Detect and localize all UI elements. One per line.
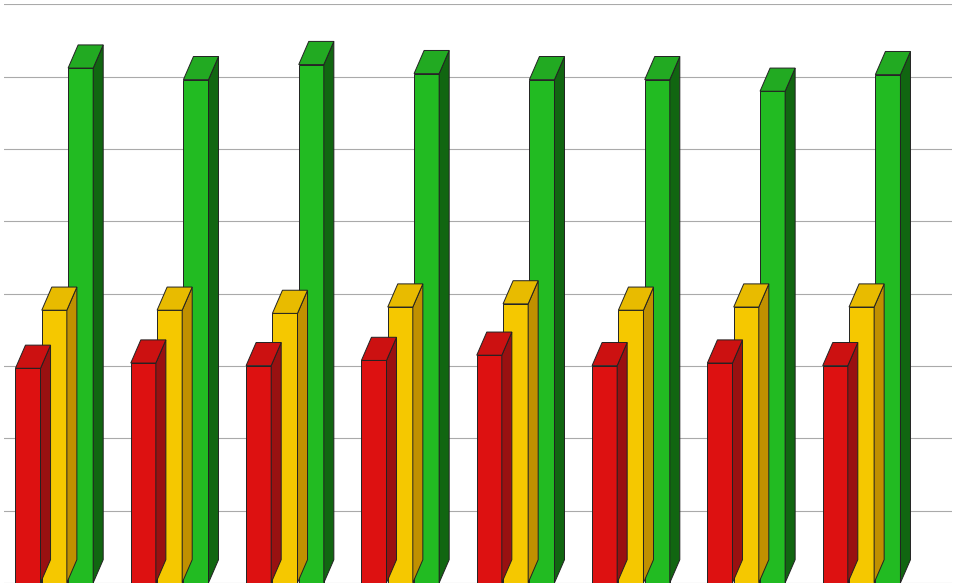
Polygon shape [388, 284, 423, 307]
Polygon shape [733, 284, 769, 307]
Polygon shape [15, 368, 40, 583]
Polygon shape [157, 287, 192, 310]
Polygon shape [876, 52, 910, 75]
Polygon shape [849, 307, 874, 583]
Polygon shape [208, 56, 219, 583]
Polygon shape [592, 342, 627, 366]
Polygon shape [298, 65, 324, 583]
Polygon shape [388, 307, 413, 583]
Polygon shape [477, 355, 502, 583]
Polygon shape [477, 332, 511, 355]
Polygon shape [42, 287, 76, 310]
Polygon shape [414, 73, 439, 583]
Polygon shape [42, 310, 67, 583]
Polygon shape [644, 56, 680, 80]
Polygon shape [874, 284, 884, 583]
Polygon shape [272, 290, 308, 313]
Polygon shape [439, 50, 449, 583]
Polygon shape [643, 287, 654, 583]
Polygon shape [361, 338, 397, 360]
Polygon shape [93, 45, 103, 583]
Polygon shape [184, 56, 219, 80]
Polygon shape [386, 338, 397, 583]
Polygon shape [670, 56, 680, 583]
Polygon shape [759, 284, 769, 583]
Polygon shape [67, 287, 76, 583]
Polygon shape [785, 68, 795, 583]
Polygon shape [272, 342, 281, 583]
Polygon shape [707, 363, 732, 583]
Polygon shape [272, 313, 297, 583]
Polygon shape [156, 340, 166, 583]
Polygon shape [15, 345, 51, 368]
Polygon shape [592, 366, 618, 583]
Polygon shape [68, 45, 103, 68]
Polygon shape [183, 287, 192, 583]
Polygon shape [131, 363, 156, 583]
Polygon shape [131, 340, 166, 363]
Polygon shape [901, 52, 910, 583]
Polygon shape [823, 366, 848, 583]
Polygon shape [732, 340, 743, 583]
Polygon shape [618, 342, 627, 583]
Polygon shape [530, 80, 554, 583]
Polygon shape [848, 342, 858, 583]
Polygon shape [760, 68, 795, 91]
Polygon shape [246, 342, 281, 366]
Polygon shape [644, 80, 670, 583]
Polygon shape [503, 281, 538, 304]
Polygon shape [707, 340, 743, 363]
Polygon shape [414, 50, 449, 73]
Polygon shape [876, 75, 901, 583]
Polygon shape [760, 91, 785, 583]
Polygon shape [361, 360, 386, 583]
Polygon shape [184, 80, 208, 583]
Polygon shape [619, 310, 643, 583]
Polygon shape [157, 310, 183, 583]
Polygon shape [619, 287, 654, 310]
Polygon shape [530, 56, 564, 80]
Polygon shape [68, 68, 93, 583]
Polygon shape [324, 42, 334, 583]
Polygon shape [413, 284, 423, 583]
Polygon shape [298, 42, 334, 65]
Polygon shape [554, 56, 564, 583]
Polygon shape [246, 366, 272, 583]
Polygon shape [297, 290, 308, 583]
Polygon shape [502, 332, 511, 583]
Polygon shape [823, 342, 858, 366]
Polygon shape [733, 307, 759, 583]
Polygon shape [40, 345, 51, 583]
Polygon shape [528, 281, 538, 583]
Polygon shape [503, 304, 528, 583]
Polygon shape [849, 284, 884, 307]
